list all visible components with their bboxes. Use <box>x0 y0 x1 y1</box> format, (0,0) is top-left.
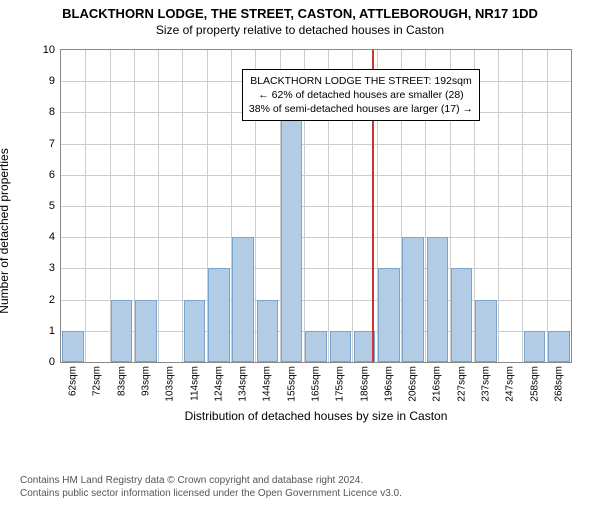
gridline-v <box>547 50 548 362</box>
gridline-v <box>158 50 159 362</box>
x-tick-label: 186sqm <box>359 366 370 402</box>
bar <box>305 331 326 362</box>
x-tick-label: 227sqm <box>456 366 467 402</box>
chart-container: Number of detached properties 0123456789… <box>20 41 580 421</box>
annotation-box: BLACKTHORN LODGE THE STREET: 192sqm ← 62… <box>242 69 480 122</box>
bar <box>548 331 569 362</box>
gridline-v <box>85 50 86 362</box>
bar <box>378 268 399 362</box>
x-tick-label: 103sqm <box>165 366 176 402</box>
bar <box>427 237 448 362</box>
x-tick-label: 237sqm <box>481 366 492 402</box>
x-tick-label: 62sqm <box>68 366 79 396</box>
x-tick-label: 155sqm <box>286 366 297 402</box>
plot-area: 01234567891062sqm72sqm83sqm93sqm103sqm11… <box>60 49 572 363</box>
x-tick-label: 83sqm <box>116 366 127 396</box>
bar <box>451 268 472 362</box>
gridline-h <box>61 237 571 238</box>
x-tick-label: 165sqm <box>311 366 322 402</box>
x-tick-label: 268sqm <box>553 366 564 402</box>
y-tick-label: 7 <box>49 138 55 150</box>
x-tick-label: 114sqm <box>189 366 200 401</box>
bar <box>62 331 83 362</box>
bar <box>135 300 156 362</box>
bar <box>281 112 302 362</box>
bar <box>330 331 351 362</box>
bar <box>184 300 205 362</box>
footer-line1: Contains HM Land Registry data © Crown c… <box>20 474 402 487</box>
bar <box>111 300 132 362</box>
x-tick-label: 247sqm <box>505 366 516 402</box>
x-tick-label: 144sqm <box>262 366 273 402</box>
x-tick-label: 196sqm <box>383 366 394 402</box>
bar <box>524 331 545 362</box>
x-tick-label: 175sqm <box>335 366 346 402</box>
x-tick-label: 93sqm <box>141 366 152 396</box>
y-tick-label: 10 <box>43 44 55 56</box>
x-tick-label: 206sqm <box>408 366 419 402</box>
x-tick-label: 124sqm <box>213 366 224 402</box>
annotation-line3: 38% of semi-detached houses are larger (… <box>249 102 473 116</box>
footer-line2: Contains public sector information licen… <box>20 487 402 500</box>
y-tick-label: 0 <box>49 356 55 368</box>
gridline-h <box>61 268 571 269</box>
annotation-line2: ← 62% of detached houses are smaller (28… <box>249 88 473 102</box>
x-tick-label: 258sqm <box>529 366 540 402</box>
y-tick-label: 5 <box>49 200 55 212</box>
y-tick-label: 4 <box>49 231 55 243</box>
gridline-h <box>61 175 571 176</box>
bar <box>402 237 423 362</box>
footer-attribution: Contains HM Land Registry data © Crown c… <box>20 474 402 500</box>
y-tick-label: 9 <box>49 75 55 87</box>
gridline-v <box>522 50 523 362</box>
y-tick-label: 3 <box>49 262 55 274</box>
annotation-line1: BLACKTHORN LODGE THE STREET: 192sqm <box>249 74 473 88</box>
y-tick-label: 2 <box>49 294 55 306</box>
y-tick-label: 8 <box>49 106 55 118</box>
bar <box>208 268 229 362</box>
gridline-h <box>61 144 571 145</box>
bar <box>232 237 253 362</box>
page-title-line1: BLACKTHORN LODGE, THE STREET, CASTON, AT… <box>0 6 600 21</box>
y-axis-label: Number of detached properties <box>0 148 11 313</box>
x-tick-label: 134sqm <box>238 366 249 402</box>
y-tick-label: 6 <box>49 169 55 181</box>
x-axis-label: Distribution of detached houses by size … <box>60 409 572 423</box>
gridline-h <box>61 206 571 207</box>
gridline-v <box>498 50 499 362</box>
page-title-line2: Size of property relative to detached ho… <box>0 23 600 37</box>
bar <box>257 300 278 362</box>
y-tick-label: 1 <box>49 325 55 337</box>
x-tick-label: 72sqm <box>92 366 103 396</box>
x-tick-label: 216sqm <box>432 366 443 402</box>
bar <box>475 300 496 362</box>
